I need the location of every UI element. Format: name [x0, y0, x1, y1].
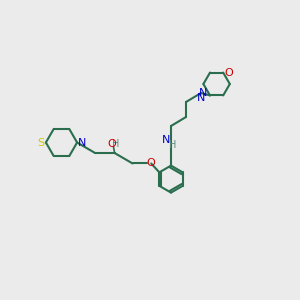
Text: N: N	[162, 135, 170, 146]
Text: H: H	[169, 140, 176, 150]
Text: O: O	[108, 139, 117, 149]
Text: S: S	[37, 137, 44, 148]
Text: N: N	[199, 88, 208, 98]
Text: H: H	[112, 139, 120, 149]
Text: N: N	[78, 137, 87, 148]
Text: O: O	[224, 68, 233, 78]
Text: N: N	[197, 93, 205, 103]
Text: O: O	[147, 158, 156, 169]
